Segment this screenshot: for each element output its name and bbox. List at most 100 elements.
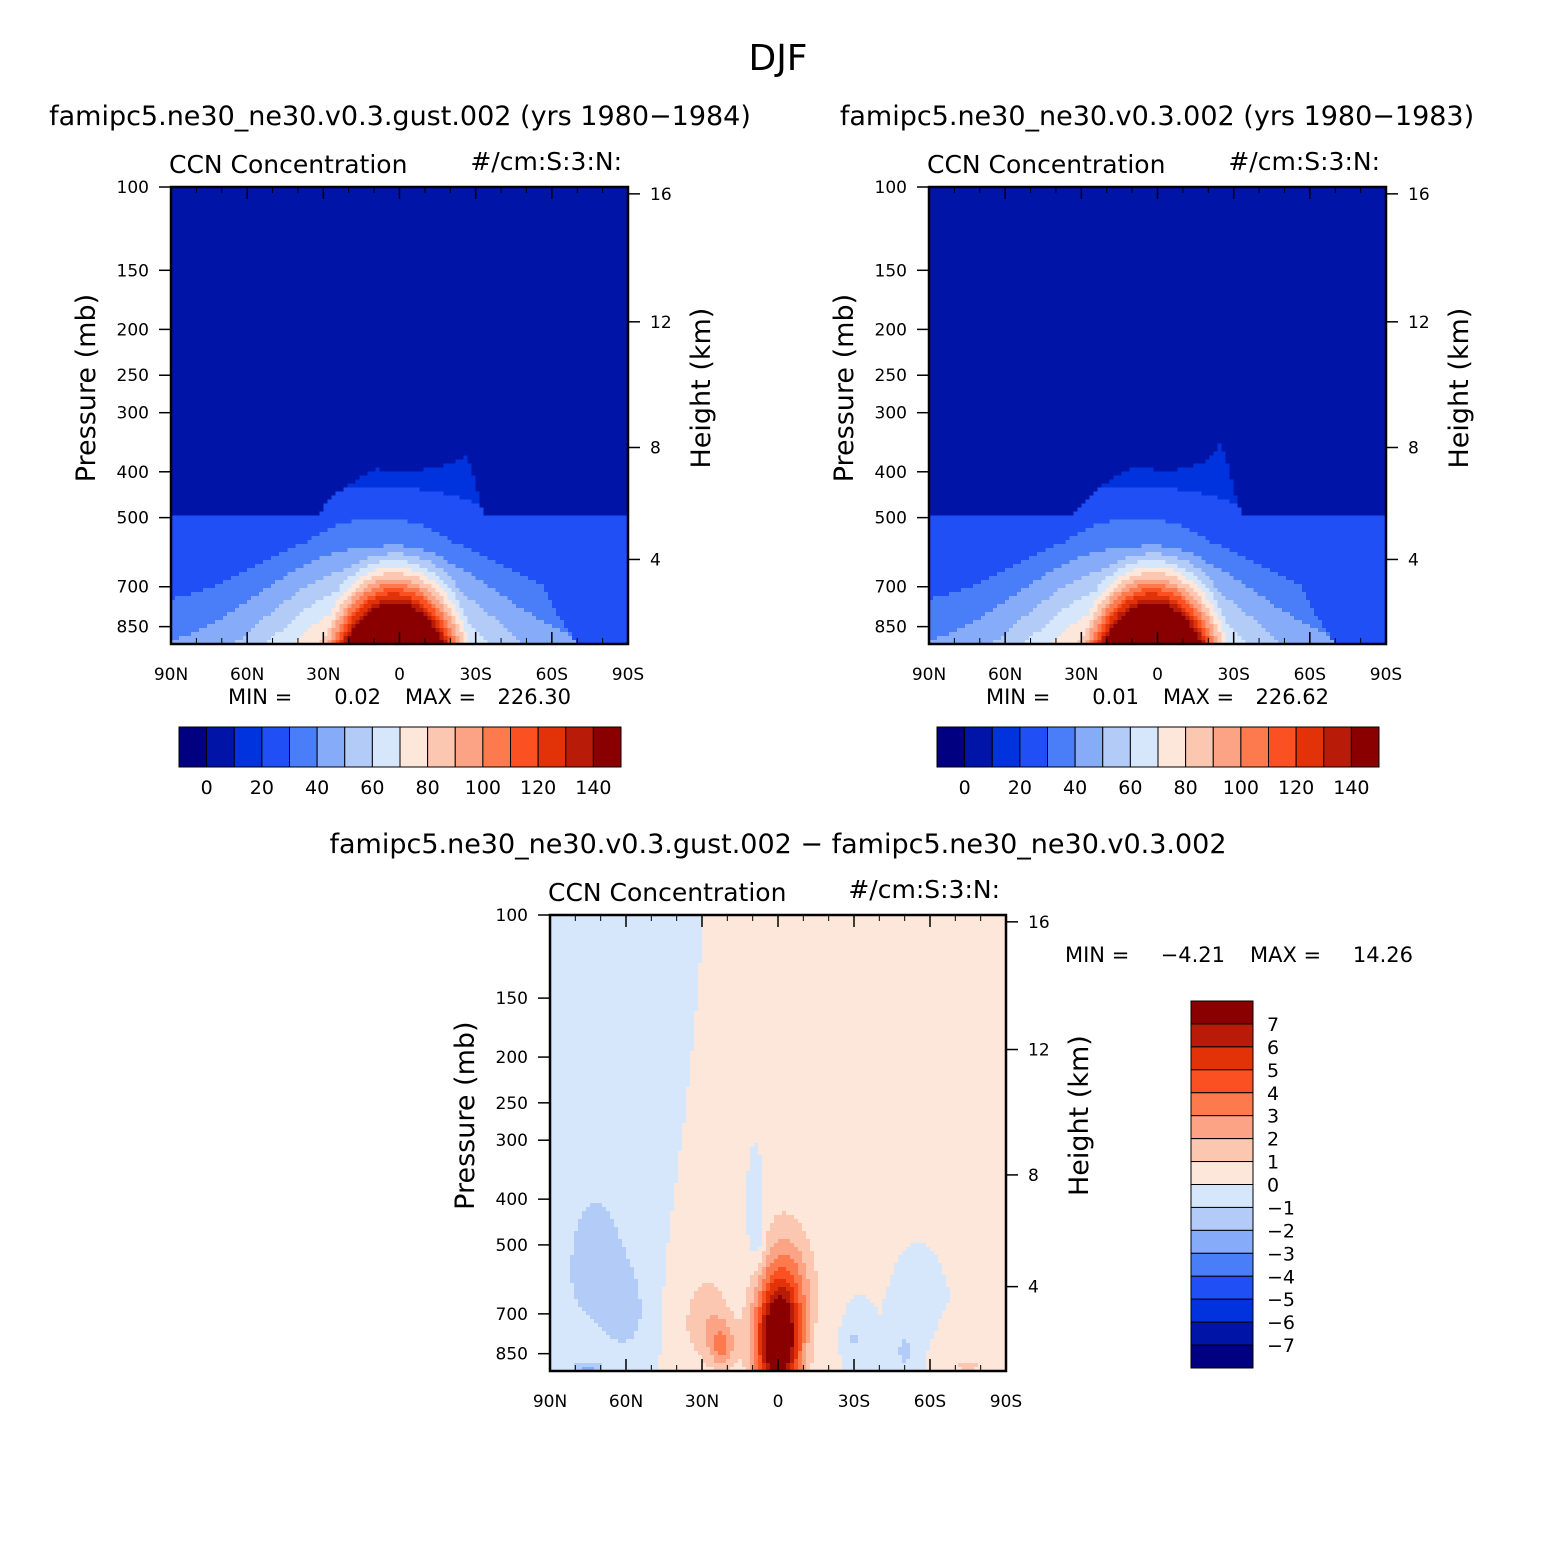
y-axis-label: Pressure (mb)	[450, 1021, 481, 1209]
x-tick-label: 30N	[685, 1392, 719, 1412]
colorbar-swatch	[1191, 1093, 1253, 1116]
colorbar-swatch	[566, 727, 594, 767]
contour-field	[929, 187, 1387, 645]
page-title: DJF	[748, 38, 807, 79]
y-tick-label: 500	[496, 1236, 528, 1256]
x-tick-label: 60S	[1294, 665, 1326, 685]
colorbar-swatch	[1191, 1047, 1253, 1070]
y-tick-label: 300	[496, 1131, 528, 1151]
y-tick-label: 100	[117, 178, 149, 198]
max-value: 226.30	[498, 685, 571, 709]
colorbar-swatch	[1191, 1185, 1253, 1208]
colorbar-label: 40	[1063, 777, 1087, 799]
x-tick-label: 30N	[306, 665, 340, 685]
colorbar-swatch	[538, 727, 566, 767]
colorbar-swatch	[1191, 1253, 1253, 1276]
colorbar-label: 40	[305, 777, 329, 799]
y-tick-label: 200	[875, 320, 907, 340]
colorbar-label: 6	[1267, 1037, 1279, 1059]
colorbar-swatch	[1048, 727, 1076, 767]
units-label: #/cm:S:3:N:	[1228, 147, 1380, 176]
colorbar-label: 100	[465, 777, 501, 799]
colorbar-swatch	[1191, 1001, 1253, 1024]
x-tick-label: 90S	[612, 665, 644, 685]
colorbar-swatch	[317, 727, 345, 767]
colorbar-swatch	[179, 727, 207, 767]
contour-field	[550, 915, 1007, 1372]
colorbar-swatch	[455, 727, 483, 767]
max-value: 14.26	[1353, 943, 1413, 967]
units-label: #/cm:S:3:N:	[848, 875, 1000, 904]
height-tick-label: 16	[1408, 185, 1430, 205]
colorbar-label: 140	[575, 777, 611, 799]
height-tick-label: 8	[1408, 438, 1419, 458]
colorbar-label: 1	[1267, 1152, 1279, 1174]
colorbar-label: 0	[1267, 1175, 1279, 1197]
y-tick-label: 250	[117, 366, 149, 386]
colorbar-swatch	[483, 727, 511, 767]
colorbar-swatch	[1191, 1345, 1253, 1368]
colorbar-swatch	[1186, 727, 1214, 767]
colorbar-swatch	[1191, 1116, 1253, 1139]
colorbar-swatch	[1075, 727, 1103, 767]
colorbar-label: 7	[1267, 1014, 1279, 1036]
y-tick-label: 400	[875, 463, 907, 483]
colorbar-swatch	[593, 727, 621, 767]
min-value: 0.01	[1092, 685, 1139, 709]
y-tick-label: 400	[496, 1190, 528, 1210]
colorbar-label: 120	[520, 777, 556, 799]
colorbar-swatch	[1191, 1322, 1253, 1345]
y-tick-label: 850	[875, 618, 907, 638]
colorbar-swatch	[1324, 727, 1352, 767]
y-tick-label: 700	[117, 578, 149, 598]
colorbar-label: 120	[1278, 777, 1314, 799]
y-tick-label: 400	[117, 463, 149, 483]
height-tick-label: 16	[650, 185, 672, 205]
x-tick-label: 0	[1152, 665, 1163, 685]
y-tick-label: 250	[875, 366, 907, 386]
y-axis-right-label: Height (km)	[686, 308, 717, 469]
colorbar-label: −7	[1267, 1335, 1295, 1357]
colorbar-label: 60	[360, 777, 384, 799]
contour-field	[171, 187, 629, 645]
colorbar-label: 4	[1267, 1083, 1279, 1105]
colorbar-label: 100	[1223, 777, 1259, 799]
colorbar-swatch	[1103, 727, 1131, 767]
x-tick-label: 0	[773, 1392, 784, 1412]
colorbar-swatch	[428, 727, 456, 767]
panel-title: famipc5.ne30_ne30.v0.3.002 (yrs 1980−198…	[840, 101, 1474, 132]
y-tick-label: 100	[875, 178, 907, 198]
colorbar-swatch	[937, 727, 965, 767]
colorbar-swatch	[1158, 727, 1186, 767]
min-label: MIN =	[986, 685, 1050, 709]
colorbar-label: 80	[1174, 777, 1198, 799]
variable-label: CCN Concentration	[169, 150, 407, 179]
colorbar-swatch	[290, 727, 318, 767]
y-axis-right-label: Height (km)	[1444, 308, 1475, 469]
colorbar-swatch	[1191, 1299, 1253, 1322]
colorbar-swatch	[1020, 727, 1048, 767]
x-tick-label: 90N	[154, 665, 188, 685]
units-label: #/cm:S:3:N:	[470, 147, 622, 176]
colorbar-label: −1	[1267, 1197, 1295, 1219]
colorbar-swatch	[511, 727, 539, 767]
x-tick-label: 30N	[1064, 665, 1098, 685]
panel-title: famipc5.ne30_ne30.v0.3.gust.002 − famipc…	[329, 829, 1226, 860]
colorbar-label: 5	[1267, 1060, 1279, 1082]
height-tick-label: 4	[1408, 550, 1419, 570]
variable-label: CCN Concentration	[927, 150, 1165, 179]
colorbar-swatch	[1351, 727, 1379, 767]
colorbar-label: 20	[250, 777, 274, 799]
x-tick-label: 30S	[459, 665, 491, 685]
colorbar-swatch	[345, 727, 373, 767]
colorbar-label: 2	[1267, 1129, 1279, 1151]
colorbar-label: 0	[959, 777, 971, 799]
colorbar-swatch	[992, 727, 1020, 767]
colorbar-swatch	[1269, 727, 1297, 767]
y-tick-label: 150	[496, 989, 528, 1009]
colorbar-swatch	[1191, 1230, 1253, 1253]
y-tick-label: 500	[117, 509, 149, 529]
height-tick-label: 12	[1408, 313, 1430, 333]
colorbar-swatch	[262, 727, 290, 767]
colorbar-label: 20	[1008, 777, 1032, 799]
